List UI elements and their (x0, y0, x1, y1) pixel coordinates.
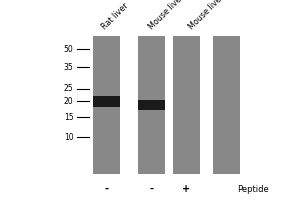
Text: 35: 35 (64, 62, 74, 72)
Text: -: - (149, 184, 154, 194)
Text: Mouse liver: Mouse liver (147, 0, 186, 31)
Bar (172, 36, 200, 174)
Text: Peptide: Peptide (237, 184, 269, 194)
Text: Mouse liver: Mouse liver (187, 0, 226, 31)
Text: 10: 10 (64, 132, 74, 142)
Bar (93, 36, 120, 174)
Text: -: - (104, 184, 109, 194)
Text: 15: 15 (64, 112, 74, 121)
Bar (138, 36, 165, 174)
Text: 25: 25 (64, 84, 74, 93)
Bar (93, 96, 120, 106)
Text: 50: 50 (64, 45, 74, 53)
Text: +: + (182, 184, 190, 194)
Bar (138, 100, 165, 110)
Text: Rat liver: Rat liver (100, 1, 130, 31)
Text: 20: 20 (64, 97, 74, 106)
Bar (213, 36, 240, 174)
